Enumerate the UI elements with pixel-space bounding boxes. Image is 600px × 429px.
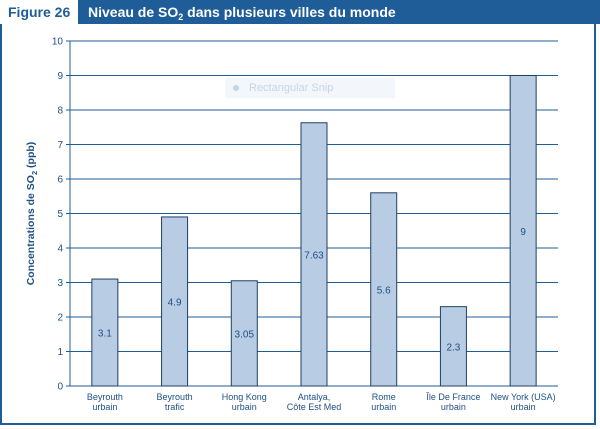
y-tick-label: 5 bbox=[57, 209, 63, 220]
x-category-label: Rome bbox=[372, 392, 396, 402]
bar bbox=[509, 75, 537, 387]
bar-value-label: 4.9 bbox=[168, 297, 182, 308]
snip-icon bbox=[233, 85, 239, 92]
chart-title: Niveau de SO2 dans plusieurs villes du m… bbox=[88, 0, 396, 24]
header-bar: Figure 26 Niveau de SO2 dans plusieurs v… bbox=[0, 0, 600, 24]
x-category-label: urbain bbox=[92, 402, 117, 412]
y-axis-title: Concentrations de SO2 (ppb) bbox=[25, 142, 39, 286]
x-category-label: urbain bbox=[371, 402, 396, 412]
x-category-label: Beyrouth bbox=[157, 392, 193, 402]
chart-title-sub: 2 bbox=[178, 12, 184, 22]
bar-value-label: 5.6 bbox=[377, 285, 391, 296]
y-tick-label: 8 bbox=[57, 106, 63, 117]
bar-value-label: 2.3 bbox=[446, 342, 460, 353]
x-category-label: urbain bbox=[441, 402, 466, 412]
y-tick-label: 7 bbox=[57, 140, 63, 151]
bar bbox=[91, 278, 119, 387]
chart-title-post: dans plusieurs villes du monde bbox=[183, 4, 396, 20]
bar bbox=[439, 306, 467, 387]
y-tick-label: 10 bbox=[52, 37, 64, 48]
y-tick-label: 2 bbox=[57, 313, 63, 324]
snip-watermark-text: Rectangular Snip bbox=[249, 82, 334, 94]
y-tick-label: 0 bbox=[57, 382, 63, 393]
bar bbox=[370, 192, 398, 387]
snip-watermark: Rectangular Snip bbox=[225, 78, 395, 98]
y-tick-label: 3 bbox=[57, 278, 63, 289]
x-category-label: Antalya, bbox=[298, 392, 331, 402]
bar-value-label: 3.1 bbox=[98, 329, 112, 340]
x-category-label: Côte Est Med bbox=[287, 402, 342, 412]
x-category-label: Beyrouth bbox=[87, 392, 123, 402]
figure-label: Figure 26 bbox=[0, 0, 81, 24]
bar bbox=[230, 280, 258, 387]
x-category-label: Hong Kong bbox=[222, 392, 267, 402]
y-tick-label: 6 bbox=[57, 175, 63, 186]
x-category-label: trafic bbox=[165, 402, 185, 412]
y-tick-label: 4 bbox=[57, 244, 63, 255]
y-tick-label: 9 bbox=[57, 71, 63, 82]
bar-value-label: 7.63 bbox=[304, 250, 324, 261]
x-category-label: New York (USA) bbox=[491, 392, 556, 402]
bar bbox=[300, 122, 328, 387]
chart-title-pre: Niveau de SO bbox=[88, 4, 179, 20]
bar-value-label: 9 bbox=[520, 227, 526, 238]
x-category-label: Île De France bbox=[425, 392, 480, 402]
y-tick-label: 1 bbox=[57, 347, 63, 358]
x-category-label: urbain bbox=[511, 402, 536, 412]
x-category-label: urbain bbox=[232, 402, 257, 412]
bar bbox=[161, 216, 189, 387]
bar-value-label: 3.05 bbox=[235, 329, 255, 340]
